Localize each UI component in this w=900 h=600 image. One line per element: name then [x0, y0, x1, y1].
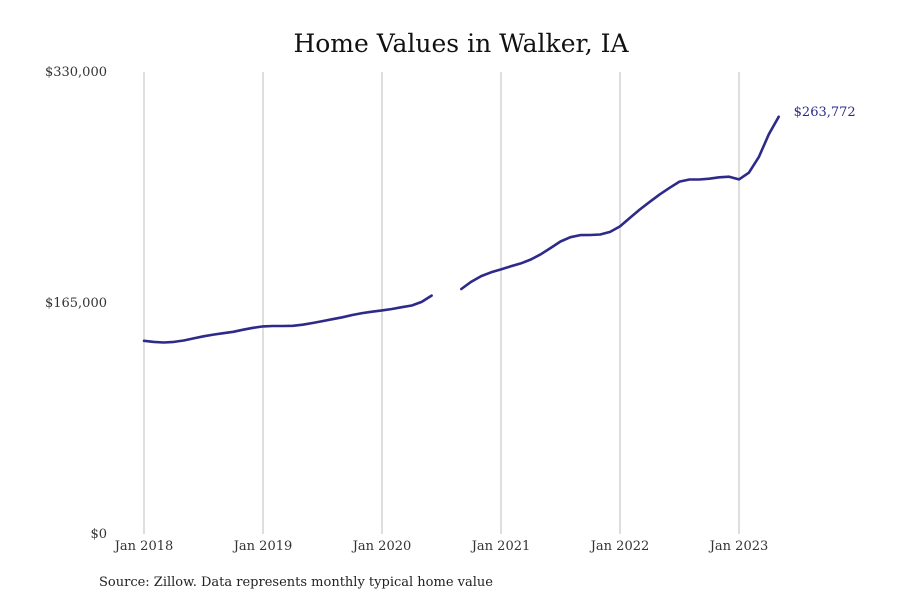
home-value-line: [460, 115, 780, 291]
x-tick-label: Jan 2018: [113, 539, 174, 554]
source-note: Source: Zillow. Data represents monthly …: [99, 575, 493, 590]
x-tick-label: Jan 2019: [232, 539, 293, 554]
y-axis-tick-labels: $330,000 $165,000 $0: [45, 65, 107, 542]
chart-title: Home Values in Walker, IA: [293, 29, 629, 58]
series-group: [142, 115, 780, 344]
x-tick-label: Jan 2022: [589, 539, 650, 554]
y-tick-label: $0: [90, 527, 107, 542]
x-tick-label: Jan 2020: [351, 539, 412, 554]
x-tick-label: Jan 2023: [708, 539, 769, 554]
vertical-gridlines: [143, 72, 740, 534]
x-tick-label: Jan 2021: [470, 539, 531, 554]
y-tick-label: $330,000: [45, 65, 107, 80]
end-value-label: $263,772: [794, 105, 856, 120]
y-tick-label: $165,000: [45, 296, 107, 311]
home-value-line: [142, 294, 433, 344]
x-axis-tick-labels: Jan 2018 Jan 2019 Jan 2020 Jan 2021 Jan 2022…: [113, 539, 769, 554]
